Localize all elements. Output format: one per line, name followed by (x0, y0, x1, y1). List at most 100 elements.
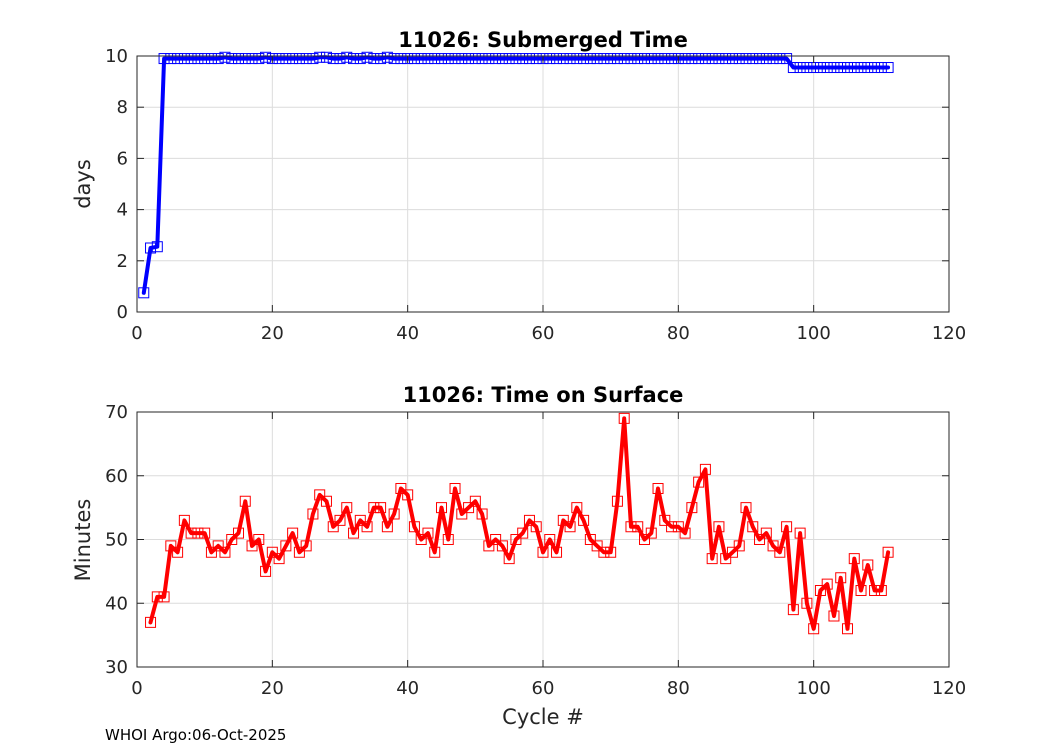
surface-time-point (327, 521, 339, 533)
submerged-time-point (578, 53, 590, 65)
submerged-time-point (422, 53, 434, 65)
submerged-time-point (293, 53, 305, 65)
submerged-time-point (517, 53, 529, 65)
surface-time-point (848, 553, 860, 565)
surface-time-point (767, 540, 779, 552)
surface-time-point (571, 502, 583, 514)
submerged-time-point (483, 53, 495, 65)
submerged-time-xtick-label: 120 (932, 323, 966, 344)
surface-time-point (219, 546, 231, 558)
surface-time-grid (137, 412, 949, 667)
submerged-time-point (632, 53, 644, 65)
surface-time-xtick-label: 80 (667, 678, 690, 699)
submerged-time-point (395, 53, 407, 65)
submerged-time-point (537, 53, 549, 65)
surface-time-xtick-label: 20 (261, 678, 284, 699)
surface-time-point (429, 546, 441, 558)
submerged-time-point (686, 53, 698, 65)
surface-time-ylabel: Minutes (71, 499, 95, 582)
surface-time-point (632, 521, 644, 533)
submerged-time-chart: 0 20 40 60 80 100 120 0 2 4 6 8 10 11026: Submerged … (71, 28, 966, 344)
surface-time-point (686, 502, 698, 514)
surface-time-point (273, 553, 285, 565)
surface-time-xtick-label: 100 (796, 678, 830, 699)
submerged-time-point (774, 53, 786, 65)
surface-time-point (368, 502, 380, 514)
surface-time-point (192, 527, 204, 539)
surface-time-point (375, 502, 387, 514)
surface-time-xtick-label: 0 (131, 678, 142, 699)
surface-time-point (557, 514, 569, 526)
surface-time-point (591, 540, 603, 552)
surface-time-xtick-label: 40 (396, 678, 419, 699)
surface-time-point (679, 527, 691, 539)
surface-time-series (145, 412, 894, 635)
surface-time-point (672, 521, 684, 533)
submerged-time-point (320, 51, 332, 63)
surface-time-point (523, 514, 535, 526)
submerged-time-point (246, 53, 258, 65)
surface-time-point (564, 521, 576, 533)
submerged-time-point (165, 53, 177, 65)
surface-time-point (469, 495, 481, 507)
submerged-time-point (469, 53, 481, 65)
submerged-time-point (212, 53, 224, 65)
submerged-time-ytick-label: 4 (117, 200, 128, 221)
surface-time-ytick-label: 70 (105, 402, 128, 423)
surface-time-point (808, 623, 820, 635)
submerged-time-point (138, 287, 150, 299)
submerged-time-point (679, 53, 691, 65)
surface-time-point (361, 521, 373, 533)
surface-time-point (754, 534, 766, 545)
submerged-time-point (618, 53, 630, 65)
surface-time-point (611, 495, 623, 507)
surface-time-point (740, 502, 752, 514)
submerged-time-point (463, 53, 475, 65)
surface-time-point (158, 591, 170, 603)
submerged-time-point (415, 53, 427, 65)
surface-time-point (293, 546, 305, 558)
submerged-time-point (523, 53, 535, 65)
submerged-time-point (300, 53, 312, 65)
surface-time-point (578, 514, 590, 526)
surface-time-point (551, 546, 563, 558)
surface-time-point (266, 546, 278, 558)
submerged-time-title: 11026: Submerged Time (398, 28, 688, 52)
submerged-time-point (754, 53, 766, 65)
submerged-time-point (178, 53, 190, 65)
surface-time-point (476, 508, 488, 520)
surface-time-point (510, 534, 522, 545)
surface-time-point (348, 527, 360, 539)
surface-time-series-line (148, 416, 891, 631)
surface-time-point (280, 540, 292, 552)
submerged-time-point (726, 53, 738, 65)
submerged-time-point (185, 53, 197, 65)
submerged-time-point (348, 53, 360, 65)
submerged-time-point (666, 53, 678, 65)
submerged-time-grid (137, 56, 949, 312)
submerged-time-point (158, 53, 170, 65)
submerged-time-point (314, 51, 326, 63)
surface-time-point (794, 527, 806, 539)
surface-time-point (388, 508, 400, 520)
submerged-time-point (368, 53, 380, 65)
surface-time-point (517, 527, 529, 539)
surface-time-point (185, 527, 197, 539)
surface-time-point (496, 540, 508, 552)
submerged-time-point (205, 53, 217, 65)
surface-time-point (537, 546, 549, 558)
surface-time-point (625, 521, 637, 533)
submerged-time-point (510, 53, 522, 65)
submerged-time-point (280, 53, 292, 65)
submerged-time-point (266, 53, 278, 65)
submerged-time-point (645, 53, 657, 65)
surface-time-point (233, 527, 244, 539)
surface-time-point (239, 495, 251, 507)
surface-time-point (598, 546, 610, 558)
surface-time-point (449, 483, 461, 494)
submerged-time-point (591, 53, 603, 65)
surface-time-point (151, 591, 163, 603)
submerged-time-point (875, 62, 887, 74)
submerged-time-xtick-label: 20 (261, 323, 284, 344)
